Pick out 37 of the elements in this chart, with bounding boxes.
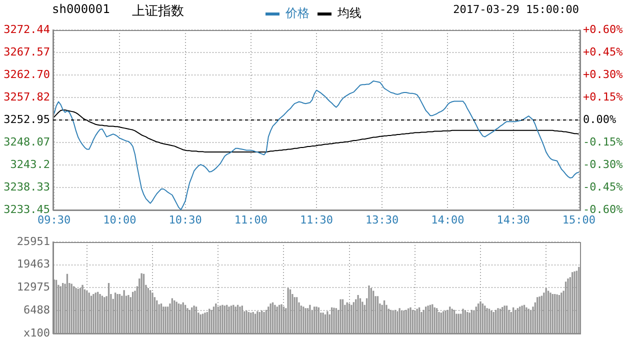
- x-tick-label: 14:00: [431, 213, 464, 226]
- y-tick-label: 25951: [16, 234, 50, 248]
- chart-subtitle: sh000001: [52, 2, 110, 16]
- y-tick-label: 12975: [16, 280, 50, 294]
- x-tick-label: 13:30: [366, 213, 399, 226]
- y2-tick-label: +0.60%: [583, 22, 624, 36]
- y-tick-label: 3267.57: [4, 45, 50, 58]
- y-tick-label: 6488: [24, 303, 50, 316]
- x-tick-label: 10:30: [168, 213, 202, 226]
- y-tick-label: 3233.45: [4, 202, 50, 216]
- legend-label: 价格: [284, 6, 310, 20]
- x-tick-label: 11:30: [300, 213, 334, 226]
- y-tick-label: 3272.44: [4, 22, 50, 36]
- x-tick-label: 10:00: [103, 213, 136, 226]
- x-tick-label: 11:00: [234, 213, 268, 226]
- y-tick-label: 3252.95: [4, 112, 50, 126]
- y-tick-label: 3257.82: [4, 90, 50, 104]
- y-tick-label: 3238.33: [4, 180, 50, 194]
- text: 2017-03-29 15:00:00: [453, 3, 579, 16]
- y2-tick-label: +0.15%: [583, 90, 624, 104]
- x-tick-label: 09:30: [38, 213, 71, 226]
- y-tick-label: 19463: [16, 258, 50, 271]
- y2-tick-label: +0.30%: [583, 68, 624, 81]
- y-tick-label: 3262.70: [4, 68, 50, 81]
- legend-label: 均线: [336, 6, 362, 20]
- y2-tick-label: +0.45%: [583, 45, 624, 58]
- y-tick-label: x100: [24, 326, 50, 340]
- y2-tick-label: -0.30%: [583, 158, 624, 171]
- y-tick-label: 3248.07: [4, 135, 50, 148]
- x-tick-label: 15:00: [562, 213, 596, 226]
- y2-tick-label: -0.45%: [583, 180, 624, 194]
- y2-tick-label: 0.00%: [583, 112, 616, 126]
- y-tick-label: 3243.2: [10, 158, 50, 171]
- y2-tick-label: -0.60%: [583, 202, 624, 216]
- x-tick-label: 14:30: [496, 213, 530, 226]
- chart-title: 上证指数: [132, 3, 184, 20]
- y2-tick-label: -0.15%: [583, 135, 624, 148]
